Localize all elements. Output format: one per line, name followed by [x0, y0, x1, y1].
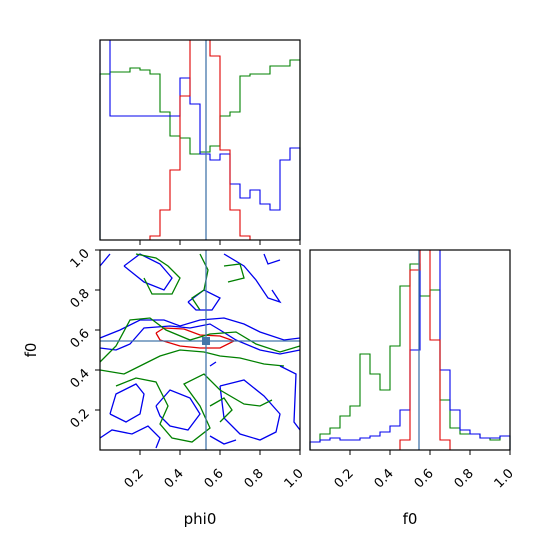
x-axis-label-phi0: phi0	[184, 510, 217, 528]
contour-xtick-label-4: 1.0	[282, 466, 307, 491]
contour-ytick-label-2: 0.6	[68, 326, 93, 351]
contour-ytick-label-4: 1.0	[68, 246, 93, 271]
hist-f0-xtick-label-0: 0.2	[332, 466, 357, 491]
contour-blue-9	[279, 365, 301, 431]
contour-green-4	[99, 349, 285, 375]
hist-phi0-panel	[99, 39, 301, 245]
hist-f0-xtick-label-1: 0.4	[372, 466, 397, 491]
contour-blue-14	[223, 253, 282, 304]
y-axis-label-f0: f0	[22, 343, 40, 358]
contour-ytick-label-0: 0.2	[68, 406, 93, 431]
contour-xtick-label-3: 0.8	[242, 466, 267, 491]
contour-green-12	[209, 397, 233, 423]
contour-blue-6	[99, 425, 161, 449]
hist-f0-xtick-label-4: 1.0	[492, 466, 517, 491]
contour-blue-13	[123, 253, 173, 291]
contour-ytick-label-3: 0.8	[68, 286, 93, 311]
contour-blue-5	[109, 383, 145, 423]
contour-xtick-label-1: 0.4	[162, 466, 187, 491]
contour-green-19	[191, 253, 209, 311]
contour-blue-8	[219, 379, 281, 441]
contour-frame	[99, 249, 301, 451]
contour-blue-21	[209, 361, 217, 367]
contour-blue-16	[99, 253, 111, 267]
truth-marker	[202, 337, 210, 345]
contour-green-20	[223, 263, 245, 283]
x-axis-label-f0: f0	[403, 510, 418, 528]
contour-ytick-label-1: 0.4	[68, 366, 93, 391]
hist-phi0-frame	[99, 39, 301, 241]
phi0-f0-contour-panel: 0.2 0.2 0.4 0.4 0.6 0.6 0.8 0.8 1.0 1.0	[68, 246, 307, 491]
contour-green-3	[99, 317, 301, 363]
contour-green-11	[115, 373, 273, 443]
contour-blue-17	[263, 253, 281, 265]
contour-xtick-label-2: 0.6	[202, 466, 227, 491]
contour-xtick-label-0: 0.2	[122, 466, 147, 491]
contour-blue-7	[155, 389, 201, 431]
hist-f0-panel: 0.2 0.4 0.6 0.8 1.0	[309, 249, 517, 491]
contour-blue-1	[99, 323, 301, 355]
contour-blue-2	[99, 317, 301, 341]
hist-f0-frame	[309, 249, 511, 451]
hist-f0-xtick-label-3: 0.8	[452, 466, 477, 491]
contour-green-18	[135, 253, 181, 295]
hist-f0-xtick-label-2: 0.6	[412, 466, 437, 491]
contour-blue-10	[209, 435, 237, 445]
hist-phi0-blue-series	[99, 39, 301, 240]
